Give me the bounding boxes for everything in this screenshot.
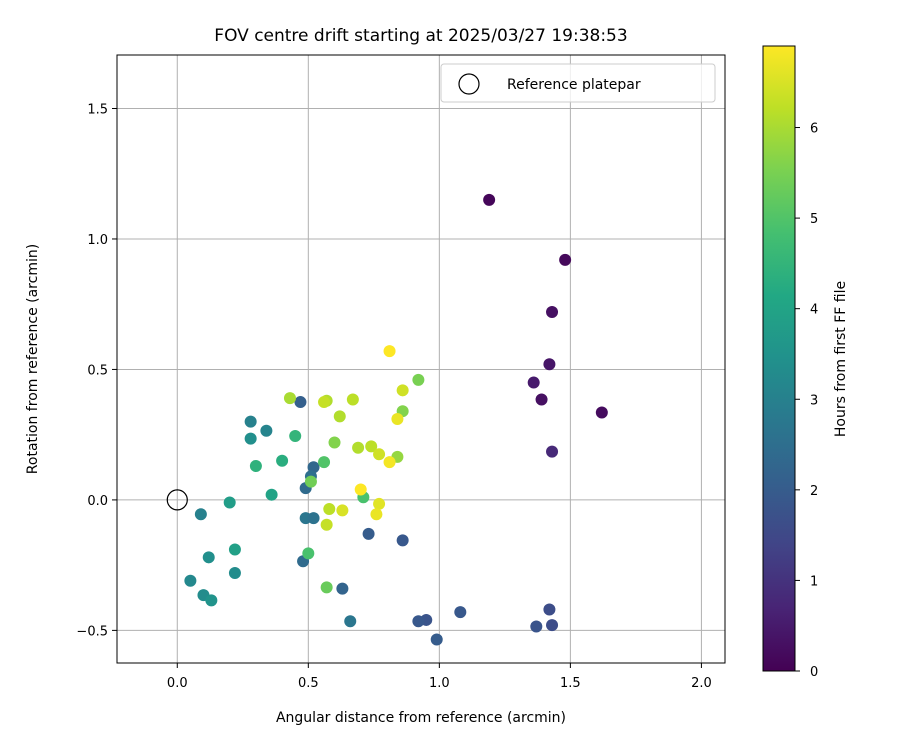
data-point [328, 436, 341, 449]
data-point [362, 527, 375, 540]
data-point [344, 615, 357, 628]
colorbar-tick-label: 0 [810, 665, 818, 680]
data-point [346, 393, 359, 406]
data-point [318, 456, 331, 469]
legend-marker-icon [458, 73, 480, 95]
data-point [228, 566, 241, 579]
colorbar-tick-label: 2 [810, 484, 818, 499]
data-point [336, 504, 349, 517]
data-point [391, 413, 404, 426]
colorbar: 0 1 2 3 4 5 6 Hours from first FF file [762, 45, 849, 680]
colorbar-ticks: 0 1 2 3 4 5 6 [795, 122, 818, 680]
data-point [294, 396, 307, 409]
x-tick-label: 0.5 [298, 676, 319, 691]
data-point [323, 503, 336, 516]
data-point [365, 440, 378, 453]
data-point [265, 488, 278, 501]
data-point [370, 508, 383, 521]
data-point [595, 406, 608, 419]
x-tick-label: 1.5 [560, 676, 581, 691]
legend-label: Reference platepar [507, 77, 641, 93]
data-point [396, 384, 409, 397]
data-point [354, 483, 367, 496]
colorbar-tick-label: 6 [810, 122, 818, 137]
plot-frame [116, 54, 726, 664]
plot-area: 0.0 0.5 1.0 1.5 2.0 −0.5 0.0 0.5 1.0 1.5 [76, 54, 726, 691]
x-tick-label: 0.0 [167, 676, 188, 691]
data-points [184, 193, 608, 646]
reference-marker-group [166, 489, 188, 511]
y-tick-label: 1.5 [87, 102, 108, 117]
data-point [546, 445, 559, 458]
data-point [383, 345, 396, 358]
data-point [202, 551, 215, 564]
y-ticks: −0.5 0.0 0.5 1.0 1.5 [76, 102, 117, 639]
data-point [527, 376, 540, 389]
data-point [244, 432, 257, 445]
colorbar-tick-label: 5 [810, 212, 818, 227]
data-point [276, 454, 289, 467]
data-point [412, 615, 425, 628]
data-point [307, 512, 320, 525]
data-point [318, 396, 331, 409]
data-point [559, 253, 572, 266]
legend: Reference platepar [440, 63, 716, 103]
data-point [228, 543, 241, 556]
data-point [194, 508, 207, 521]
data-point [260, 424, 273, 437]
y-tick-label: 0.0 [87, 494, 108, 509]
x-tick-label: 2.0 [691, 676, 712, 691]
data-point [283, 392, 296, 405]
data-point [546, 619, 559, 632]
data-point [244, 415, 257, 428]
data-point [430, 633, 443, 646]
data-point [289, 429, 302, 442]
data-point [546, 306, 559, 319]
data-point [396, 534, 409, 547]
data-point [454, 606, 467, 619]
y-axis-title: Rotation from reference (arcmin) [25, 244, 41, 474]
x-ticks: 0.0 0.5 1.0 1.5 2.0 [167, 663, 712, 691]
data-point [543, 358, 556, 371]
colorbar-title: Hours from first FF file [833, 281, 849, 437]
data-point [302, 547, 315, 560]
reference-platepar-marker [166, 489, 188, 511]
y-tick-label: 0.5 [87, 363, 108, 378]
data-point [320, 518, 333, 531]
x-axis-title: Angular distance from reference (arcmin) [276, 710, 566, 726]
data-point [184, 574, 197, 587]
data-point [333, 410, 346, 423]
legend-box [440, 63, 716, 103]
data-point [304, 475, 317, 488]
data-point [543, 603, 556, 616]
data-point [373, 497, 386, 510]
data-point [307, 461, 320, 474]
colorbar-tick-label: 1 [810, 574, 818, 589]
data-point [535, 393, 548, 406]
colorbar-tick-label: 3 [810, 393, 818, 408]
data-point [249, 459, 262, 472]
data-point [336, 582, 349, 595]
data-point [205, 594, 218, 607]
y-tick-label: 1.0 [87, 233, 108, 248]
grid-lines [117, 55, 725, 663]
data-point [412, 373, 425, 386]
data-point [373, 448, 386, 461]
data-point [223, 496, 236, 509]
data-point [483, 193, 496, 206]
chart-title: FOV centre drift starting at 2025/03/27 … [214, 26, 627, 46]
colorbar-gradient [762, 45, 796, 672]
colorbar-tick-label: 4 [810, 303, 818, 318]
data-point [383, 456, 396, 469]
data-point [320, 581, 333, 594]
data-point [530, 620, 543, 633]
data-point [352, 441, 365, 454]
y-tick-label: −0.5 [76, 624, 108, 639]
x-tick-label: 1.0 [429, 676, 450, 691]
